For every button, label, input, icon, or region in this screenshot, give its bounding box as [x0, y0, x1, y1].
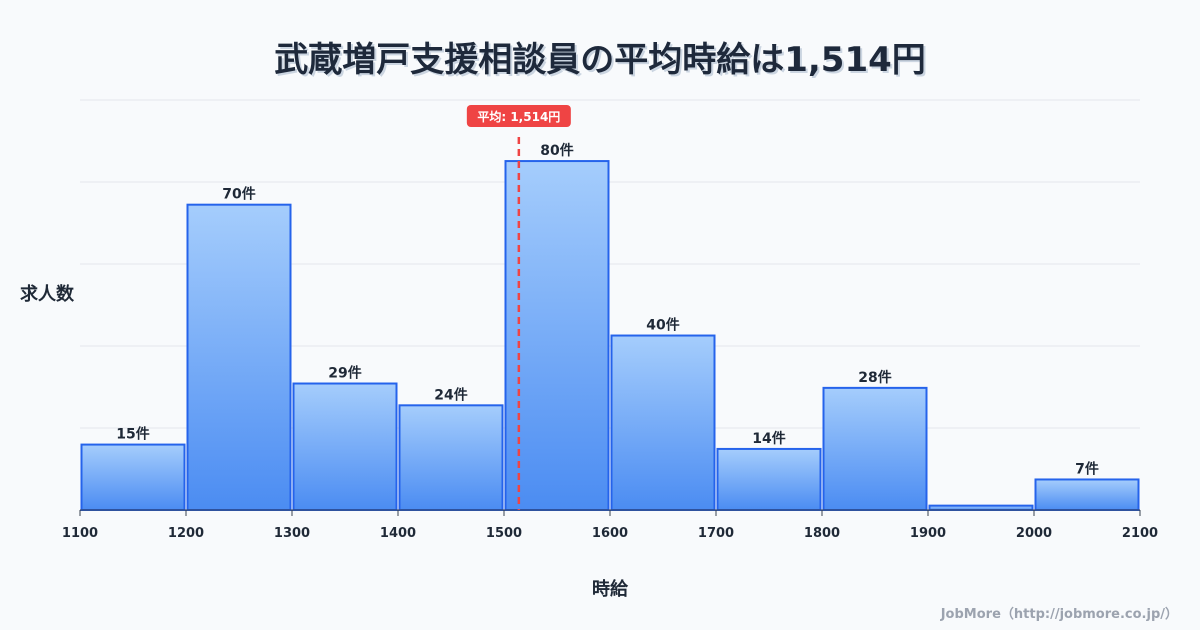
- y-axis-label: 求人数: [20, 284, 74, 305]
- bar-label: 40件: [646, 317, 679, 334]
- bar-label: 14件: [752, 430, 785, 447]
- x-tick-label: 1700: [698, 526, 734, 541]
- x-tick-label: 1900: [910, 526, 946, 541]
- x-tick-label: 1800: [804, 526, 840, 541]
- x-tick-label: 2000: [1016, 526, 1052, 541]
- x-axis-label: 時給: [592, 579, 628, 600]
- x-tick-label: 1300: [274, 526, 310, 541]
- bar-label: 80件: [540, 142, 573, 159]
- bar-label: 24件: [434, 386, 467, 403]
- bar-label: 7件: [1075, 460, 1099, 477]
- bar: [398, 404, 504, 512]
- bar-label: 70件: [222, 186, 255, 203]
- x-tick-label: 1500: [486, 526, 522, 541]
- x-tick-label: 1400: [380, 526, 416, 541]
- chart-title: 武蔵増戸支援相談員の平均時給は1,514円: [274, 40, 926, 80]
- bar-label: 28件: [858, 369, 891, 386]
- bar: [186, 203, 292, 511]
- bar: [822, 386, 928, 512]
- x-tick-label: 1100: [62, 526, 98, 541]
- x-tick-label: 1600: [592, 526, 628, 541]
- x-tick-label: 2100: [1122, 526, 1158, 541]
- credit: JobMore（http://jobmore.co.jp/）: [940, 607, 1178, 622]
- bar: [928, 504, 1034, 512]
- mean-badge: [466, 105, 571, 127]
- bar: [716, 447, 822, 511]
- bar: [292, 382, 398, 512]
- bar: [504, 160, 610, 511]
- bar-label: 29件: [328, 365, 361, 382]
- mean-label: 平均: 1,514円: [477, 109, 560, 124]
- bar-label: 15件: [116, 426, 149, 443]
- bar: [80, 443, 186, 511]
- bar: [610, 334, 716, 511]
- bar: [1034, 478, 1140, 511]
- x-tick-label: 1200: [168, 526, 204, 541]
